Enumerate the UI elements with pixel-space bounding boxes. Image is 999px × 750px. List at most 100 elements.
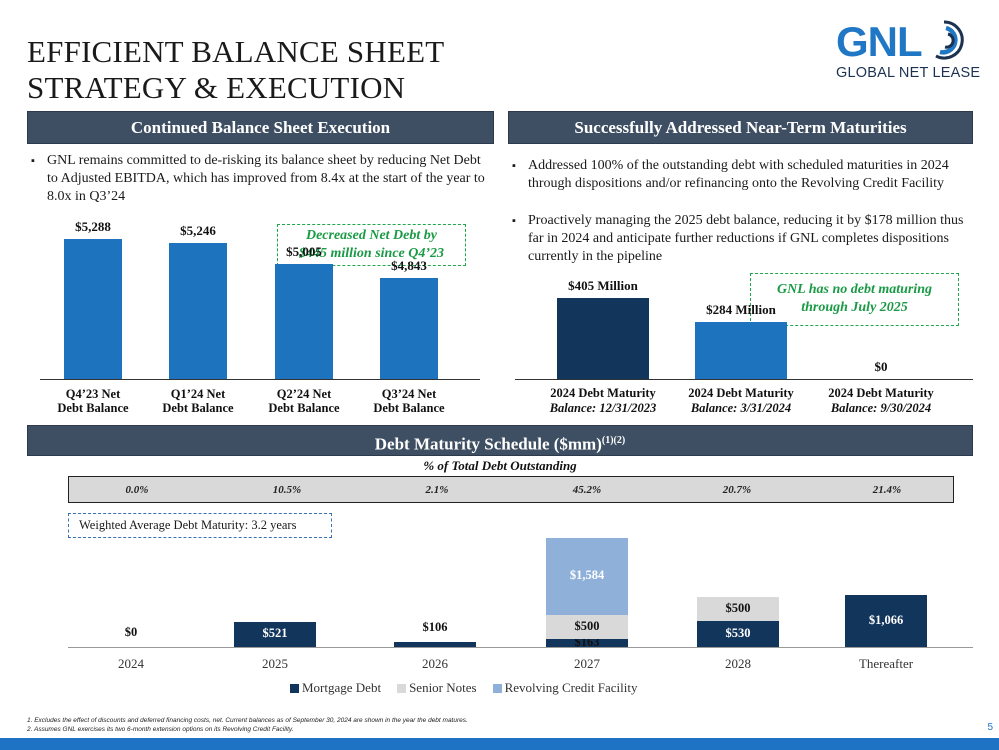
page-number: 5 — [987, 722, 993, 733]
maturity-2024-category-label: 2024 Debt Maturity Balance: 12/31/2023 — [528, 386, 678, 416]
debt-maturity-value-label: $0 — [124, 625, 138, 639]
debt-maturity-segment — [697, 597, 779, 622]
net-debt-category-line: Q1’24 Net — [170, 387, 226, 401]
left-bullet: ▪ GNL remains committed to de-risking it… — [31, 152, 493, 206]
pct-total-debt-value: 45.2% — [572, 484, 602, 496]
maturity-2024-category-line-1: 2024 Debt Maturity — [828, 386, 934, 400]
legend-label-senior-notes: Senior Notes — [409, 680, 477, 695]
pct-total-debt-value: 20.7% — [722, 484, 752, 496]
bullet-square-icon: ▪ — [31, 155, 35, 167]
debt-maturity-year-label: 2026 — [422, 656, 448, 671]
net-debt-value-label: $4,843 — [391, 258, 427, 274]
net-debt-callout: Decreased Net Debt by $445 million since… — [277, 224, 466, 266]
net-debt-category-line: Debt Balance — [373, 401, 445, 415]
maturity-2024-chart: $405 Million 2024 Debt Maturity Balance: 1… — [515, 270, 975, 425]
page-title: EFFICIENT BALANCE SHEET STRATEGY & EXECU… — [27, 34, 444, 106]
net-debt-category-line: Debt Balance — [57, 401, 129, 415]
debt-maturity-value-label: $106 — [422, 619, 448, 634]
right-bullet-2: ▪ Proactively managing the 2025 debt bal… — [512, 212, 972, 266]
weighted-average-maturity-callout: Weighted Average Debt Maturity: 3.2 year… — [68, 513, 332, 538]
left-bullet-text: GNL remains committed to de-risking its … — [47, 153, 485, 204]
net-debt-category-line: Debt Balance — [162, 401, 234, 415]
maturity-2024-axis — [515, 379, 973, 380]
bottom-accent-bar — [0, 738, 999, 750]
maturity-2024-bar — [695, 322, 787, 379]
net-debt-category-label: Q1’24 Net Debt Balance — [143, 387, 253, 415]
maturity-2024-value-label: $284 Million — [706, 302, 776, 318]
title-line-2: STRATEGY & EXECUTION — [27, 70, 406, 105]
debt-maturity-axis — [68, 647, 973, 648]
right-bullet-1: ▪ Addressed 100% of the outstanding debt… — [512, 157, 972, 193]
debt-maturity-segment — [234, 621, 316, 647]
maturity-2024-category-line-2: Balance: 9/30/2024 — [830, 401, 932, 415]
debt-maturity-value-label: $530 — [725, 626, 751, 641]
net-debt-bar — [275, 263, 333, 379]
section-header-balance-sheet: Continued Balance Sheet Execution — [27, 111, 494, 144]
net-debt-value-label: $5,005 — [286, 243, 322, 259]
no-maturity-callout-line-2: through July 2025 — [801, 300, 908, 315]
debt-maturity-year-label: 2028 — [725, 656, 751, 671]
debt-maturity-segment — [546, 538, 628, 615]
net-debt-category-label: Q3’24 Net Debt Balance — [354, 387, 464, 415]
debt-maturity-value-label: $1,066 — [868, 613, 904, 628]
legend-label-revolver: Revolving Credit Facility — [504, 680, 638, 695]
debt-maturity-value-label: $500 — [574, 618, 600, 633]
maturity-2024-category-line-1: 2024 Debt Maturity — [688, 386, 794, 400]
debt-maturity-segment — [697, 621, 779, 647]
pct-total-debt-value: 21.4% — [872, 484, 902, 496]
maturity-2024-value-label: $0 — [874, 359, 888, 374]
legend-swatch-mortgage — [290, 683, 299, 693]
bullet-square-icon: ▪ — [512, 215, 516, 227]
debt-maturity-legend: Mortgage Debt Senior Notes Revolving Cre… — [290, 680, 645, 696]
legend-item-revolver: Revolving Credit Facility — [492, 680, 638, 696]
pct-total-debt-value: 0.0% — [125, 484, 149, 496]
net-debt-category-line: Q4’23 Net — [65, 387, 121, 401]
net-debt-bar — [64, 239, 122, 379]
net-debt-callout-line-2: $445 million since Q4’23 — [298, 246, 445, 261]
pct-total-debt-value: 10.5% — [272, 484, 302, 496]
no-maturity-callout: GNL has no debt maturing through July 20… — [750, 273, 959, 326]
section-header-maturity-schedule: Debt Maturity Schedule ($mm)(1)(2) — [27, 425, 973, 456]
pct-total-debt-value: 2.1% — [425, 484, 449, 496]
company-logo: GNL GLOBAL NET LEASE — [830, 14, 980, 94]
net-debt-chart: $5,288 Q4’23 Net Debt Balance $5,246 Q1’24 N… — [40, 210, 480, 420]
maturity-2024-category-line-1: 2024 Debt Maturity — [550, 386, 656, 400]
debt-maturity-year-label: Thereafter — [858, 656, 914, 671]
maturity-2024-category-label: 2024 Debt Maturity Balance: 3/31/2024 — [666, 386, 816, 416]
logo-swirl-icon — [935, 20, 964, 60]
right-bullet-1-text: Addressed 100% of the outstanding debt w… — [528, 158, 949, 191]
maturity-2024-category-line-2: Balance: 3/31/2024 — [690, 401, 792, 415]
net-debt-value-label: $5,246 — [180, 222, 216, 238]
maturity-2024-category-line-2: Balance: 12/31/2023 — [549, 401, 657, 415]
debt-maturity-value-label: $521 — [262, 626, 288, 641]
legend-swatch-revolver — [492, 683, 502, 693]
pct-total-debt-box — [68, 476, 954, 503]
logo-wordmark: GNL — [836, 18, 923, 65]
net-debt-callout-line-1: Decreased Net Debt by — [305, 228, 437, 243]
maturity-header-footnote-ref: (1)(2) — [601, 435, 626, 446]
debt-maturity-year-label: 2027 — [574, 656, 600, 671]
legend-swatch-senior-notes — [397, 683, 407, 693]
legend-item-mortgage: Mortgage Debt — [290, 680, 381, 696]
footnote-2: 2. Assumes GNL exercises its two 6-month… — [27, 726, 294, 733]
debt-maturity-segment — [394, 641, 476, 647]
maturity-2024-bar — [557, 298, 649, 379]
maturity-header-text: Debt Maturity Schedule ($mm) — [374, 434, 602, 454]
legend-label-mortgage: Mortgage Debt — [302, 680, 382, 695]
debt-maturity-segment — [845, 595, 927, 647]
debt-maturity-year-label: 2025 — [262, 656, 288, 671]
net-debt-category-label: Q2’24 Net Debt Balance — [249, 387, 359, 415]
pct-total-debt-title: % of Total Debt Outstanding — [423, 458, 577, 473]
net-debt-bar — [380, 278, 438, 379]
debt-maturity-value-label: $1,584 — [569, 568, 605, 583]
section-header-maturities: Successfully Addressed Near-Term Maturit… — [508, 111, 973, 144]
net-debt-value-label: $5,288 — [75, 219, 111, 234]
net-debt-axis — [40, 379, 480, 380]
logo-subtext: GLOBAL NET LEASE — [836, 65, 981, 81]
debt-maturity-segment — [546, 639, 628, 647]
maturity-2024-category-label: 2024 Debt Maturity Balance: 9/30/2024 — [806, 386, 956, 416]
legend-item-senior-notes: Senior Notes — [397, 680, 477, 696]
net-debt-category-label: Q4’23 Net Debt Balance — [38, 387, 148, 415]
debt-maturity-value-label: $500 — [725, 601, 751, 616]
debt-maturity-year-label: 2024 — [118, 656, 144, 671]
